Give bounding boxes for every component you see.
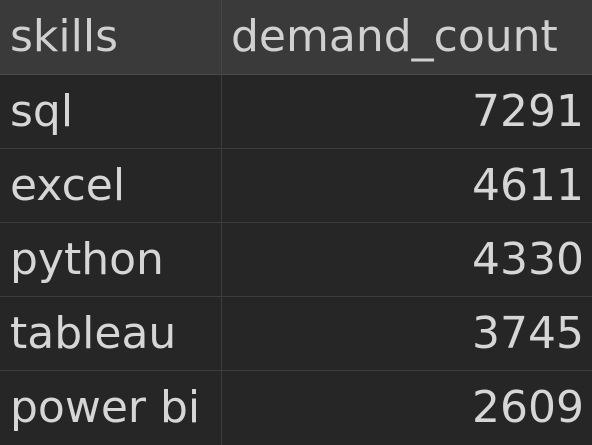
skills-cell[interactable]: python <box>0 223 222 296</box>
demand-count-cell[interactable]: 2609 <box>472 382 584 433</box>
table-row[interactable]: python 4330 <box>0 223 592 297</box>
column-header-skills[interactable]: skills <box>0 0 222 74</box>
skills-cell[interactable]: tableau <box>0 297 222 370</box>
table-row[interactable]: tableau 3745 <box>0 297 592 371</box>
demand-count-cell[interactable]: 4611 <box>472 159 584 211</box>
demand-count-cell[interactable]: 3745 <box>472 307 584 359</box>
skills-cell[interactable]: sql <box>0 75 222 148</box>
column-header-demand-count[interactable]: demand_count <box>231 11 558 62</box>
table-header-row: skills demand_count <box>0 0 592 75</box>
demand-count-cell[interactable]: 7291 <box>472 85 584 137</box>
skills-cell[interactable]: excel <box>0 149 222 222</box>
table-row[interactable]: sql 7291 <box>0 75 592 149</box>
table-row[interactable]: excel 4611 <box>0 149 592 223</box>
table-row[interactable]: power bi 2609 <box>0 371 592 445</box>
skills-cell[interactable]: power bi <box>0 371 222 445</box>
demand-count-cell[interactable]: 4330 <box>472 233 584 285</box>
